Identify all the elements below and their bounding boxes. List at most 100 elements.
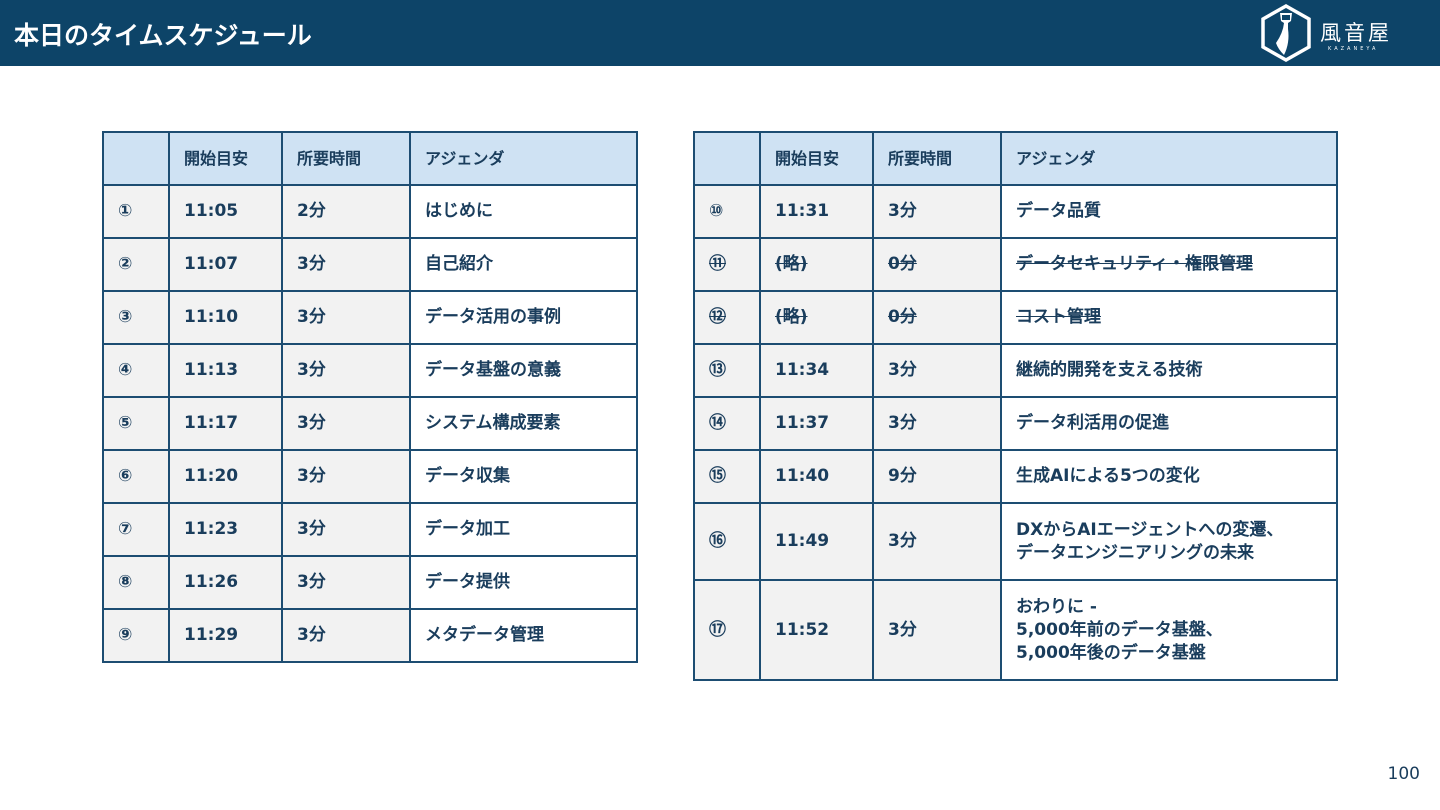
col-header-number — [693, 131, 761, 186]
duration: 3分 — [281, 449, 411, 504]
page-number: 100 — [1387, 764, 1420, 784]
duration: 0分 — [872, 290, 1002, 345]
duration: 3分 — [872, 579, 1002, 681]
agenda-item: 継続的開発を支える技術 — [1000, 343, 1338, 398]
start-time: 11:17 — [168, 396, 283, 451]
duration: 3分 — [872, 502, 1002, 581]
col-header-start: 開始目安 — [759, 131, 874, 186]
row-number: ④ — [102, 343, 170, 398]
table-row: ⑥ 11:20 3分 データ収集 — [102, 449, 638, 504]
row-number: ⑤ — [102, 396, 170, 451]
table-row: ⑩ 11:31 3分 データ品質 — [693, 184, 1338, 239]
table-row: ① 11:05 2分 はじめに — [102, 184, 638, 239]
table-row: ⑭ 11:37 3分 データ利活用の促進 — [693, 396, 1338, 451]
col-header-agenda: アジェンダ — [1000, 131, 1338, 186]
duration: 3分 — [281, 290, 411, 345]
row-number: ⑫ — [693, 290, 761, 345]
start-time: 11:13 — [168, 343, 283, 398]
agenda-item: データ収集 — [409, 449, 638, 504]
agenda-item: 生成AIによる5つの変化 — [1000, 449, 1338, 504]
agenda-item: システム構成要素 — [409, 396, 638, 451]
duration: 3分 — [281, 555, 411, 610]
schedule-table-right: 開始目安 所要時間 アジェンダ ⑩ 11:31 3分 データ品質 ⑪ (略) 0分 データセキ… — [693, 131, 1338, 681]
duration: 0分 — [872, 237, 1002, 292]
duration: 3分 — [281, 502, 411, 557]
row-number: ③ — [102, 290, 170, 345]
start-time: 11:52 — [759, 579, 874, 681]
start-time: 11:37 — [759, 396, 874, 451]
schedule-table-left: 開始目安 所要時間 アジェンダ ① 11:05 2分 はじめに ② 11:07 3分 自己紹介… — [102, 131, 638, 663]
start-time: 11:23 — [168, 502, 283, 557]
row-number: ⑰ — [693, 579, 761, 681]
agenda-item: データ品質 — [1000, 184, 1338, 239]
table-row: ⑬ 11:34 3分 継続的開発を支える技術 — [693, 343, 1338, 398]
col-header-agenda: アジェンダ — [409, 131, 638, 186]
table-row: ⑰ 11:52 3分 おわりに - 5,000年前のデータ基盤、 5,000年後のデー… — [693, 579, 1338, 681]
row-number: ⑥ — [102, 449, 170, 504]
table-row: ④ 11:13 3分 データ基盤の意義 — [102, 343, 638, 398]
agenda-item: コスト管理 — [1000, 290, 1338, 345]
duration: 3分 — [281, 608, 411, 663]
duration: 3分 — [281, 237, 411, 292]
agenda-item: データ活用の事例 — [409, 290, 638, 345]
table-row: ③ 11:10 3分 データ活用の事例 — [102, 290, 638, 345]
table-row: ⑨ 11:29 3分 メタデータ管理 — [102, 608, 638, 663]
header-bar: 本日のタイムスケジュール 風音屋 KAZANEYA — [0, 0, 1440, 66]
start-time: 11:49 — [759, 502, 874, 581]
agenda-item: おわりに - 5,000年前のデータ基盤、 5,000年後のデータ基盤 — [1000, 579, 1338, 681]
duration: 3分 — [872, 184, 1002, 239]
row-number: ⑯ — [693, 502, 761, 581]
row-number: ② — [102, 237, 170, 292]
duration: 3分 — [281, 396, 411, 451]
start-time: 11:07 — [168, 237, 283, 292]
agenda-item: データ基盤の意義 — [409, 343, 638, 398]
duration: 2分 — [281, 184, 411, 239]
duration: 3分 — [281, 343, 411, 398]
agenda-item: DXからAIエージェントへの変遷、 データエンジニアリングの未来 — [1000, 502, 1338, 581]
agenda-item: データセキュリティ・権限管理 — [1000, 237, 1338, 292]
agenda-item: 自己紹介 — [409, 237, 638, 292]
table-row: ⑤ 11:17 3分 システム構成要素 — [102, 396, 638, 451]
duration: 3分 — [872, 396, 1002, 451]
start-time: 11:05 — [168, 184, 283, 239]
agenda-item: はじめに — [409, 184, 638, 239]
row-number: ⑩ — [693, 184, 761, 239]
row-number: ⑧ — [102, 555, 170, 610]
start-time: 11:20 — [168, 449, 283, 504]
kazaneya-logo: 風音屋 KAZANEYA — [1258, 3, 1408, 63]
start-time: 11:40 — [759, 449, 874, 504]
start-time: 11:10 — [168, 290, 283, 345]
duration: 3分 — [872, 343, 1002, 398]
table-row: ⑪ (略) 0分 データセキュリティ・権限管理 — [693, 237, 1338, 292]
logo-subtext: KAZANEYA — [1328, 46, 1379, 52]
logo-text: 風音屋 — [1320, 21, 1392, 45]
col-header-duration: 所要時間 — [281, 131, 411, 186]
start-time: 11:31 — [759, 184, 874, 239]
row-number: ⑮ — [693, 449, 761, 504]
row-number: ⑬ — [693, 343, 761, 398]
table-row: ⑯ 11:49 3分 DXからAIエージェントへの変遷、 データエンジニアリングの未来 — [693, 502, 1338, 581]
table-row: ⑮ 11:40 9分 生成AIによる5つの変化 — [693, 449, 1338, 504]
row-number: ⑭ — [693, 396, 761, 451]
agenda-item: データ利活用の促進 — [1000, 396, 1338, 451]
col-header-start: 開始目安 — [168, 131, 283, 186]
start-time: 11:34 — [759, 343, 874, 398]
table-row: ⑫ (略) 0分 コスト管理 — [693, 290, 1338, 345]
row-number: ⑨ — [102, 608, 170, 663]
agenda-item: データ提供 — [409, 555, 638, 610]
table-row: ⑦ 11:23 3分 データ加工 — [102, 502, 638, 557]
duration: 9分 — [872, 449, 1002, 504]
start-time: (略) — [759, 290, 874, 345]
table-row: ② 11:07 3分 自己紹介 — [102, 237, 638, 292]
start-time: 11:26 — [168, 555, 283, 610]
logo-hexagon-icon — [1261, 3, 1311, 63]
agenda-item: データ加工 — [409, 502, 638, 557]
row-number: ⑦ — [102, 502, 170, 557]
agenda-item: メタデータ管理 — [409, 608, 638, 663]
start-time: 11:29 — [168, 608, 283, 663]
col-header-number — [102, 131, 170, 186]
start-time: (略) — [759, 237, 874, 292]
row-number: ① — [102, 184, 170, 239]
row-number: ⑪ — [693, 237, 761, 292]
page-title: 本日のタイムスケジュール — [14, 21, 312, 50]
